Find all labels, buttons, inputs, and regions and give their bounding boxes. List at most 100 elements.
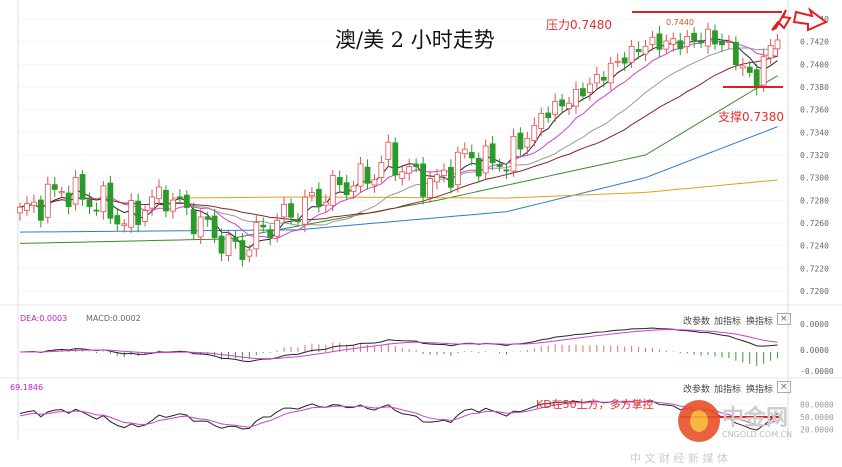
candle-body [260,224,267,228]
candle-body [496,164,503,168]
candle-body [447,166,454,188]
candle-body [760,56,767,86]
candle-body [204,216,211,220]
candle-body [621,57,628,64]
y-tick-label: 0.7260 [800,219,829,228]
candle-body [58,191,65,194]
candle-body [197,216,204,238]
candle-body [24,203,30,211]
macd-add-indicator-button[interactable]: 加指标 [714,317,742,327]
candle-body [190,209,197,235]
candle-body [774,39,781,50]
candle-body [378,161,385,178]
candle-body [107,182,114,219]
candle-body [538,113,545,129]
candle-body [302,196,308,225]
candle-body [607,62,614,84]
candle-body [482,145,489,174]
peak-label: 0.7440 [666,18,694,27]
watermark-site: CNGOLD.COM.CN [722,430,793,439]
kd-d-line [19,401,778,428]
macd-dif-line [19,327,778,363]
candle-body [72,177,79,205]
kd-annotation: KD在50上方，多方掌控 [536,398,654,411]
candle-body [732,41,739,66]
candle-body [246,249,253,257]
y-tick-label: 0.7420 [800,38,829,47]
candle-body [385,141,392,160]
candle-body [719,41,725,46]
kd-add-indicator-button[interactable]: 加指标 [714,385,742,395]
candle-body [315,188,322,206]
candle-body [705,28,711,47]
candle-body [79,174,86,200]
kd-y-tick-label: 80.0000 [800,400,834,409]
candle-body [176,196,183,199]
kd-switch-indicator-button[interactable]: 换指标 [746,385,774,395]
kd-k-line [19,400,778,431]
ma-line-ma250 [172,179,778,199]
candle-body [392,142,399,176]
candle-body [545,112,552,119]
candle-body [739,65,746,69]
candle-body [128,200,135,228]
ma-line-ma30 [19,55,778,221]
candle-body [649,36,656,45]
kd-y-tick-label: 50.0000 [800,413,834,422]
arrow-up-right-icon [771,9,792,31]
candle-body [295,219,301,223]
candle-body [51,184,58,190]
y-tick-label: 0.7220 [800,264,829,273]
chart-title: 澳/美 2 小时走势 [335,28,495,52]
candle-body [232,237,239,242]
candle-body [510,135,517,172]
candle-body [30,201,37,206]
candle-body [635,49,642,53]
candle-body [357,163,364,187]
candle-body [587,83,593,93]
macd-dea-line [19,329,778,360]
y-tick-label: 0.7320 [800,151,829,160]
candle-body [308,192,315,197]
candle-body [698,40,704,44]
candle-body [44,183,51,218]
resistance-label: 压力0.7480 [546,18,612,32]
y-tick-label: 0.7200 [800,287,829,296]
candle-body [371,179,378,186]
candle-body [642,45,649,55]
candle-body [434,174,440,183]
ma-line-ma20 [19,47,778,227]
y-tick-label: 0.7360 [800,106,829,115]
macd-edit-params-button[interactable]: 改参数 [683,317,711,327]
candle-body [267,229,274,238]
candle-body [322,201,329,206]
macd-dea-legend: DEA:0.0003 [20,314,68,323]
macd-switch-indicator-button[interactable]: 换指标 [746,317,774,327]
candle-body [183,194,190,208]
watermark-brand: 中金网 [722,406,789,431]
candle-body [726,41,732,43]
macd-value-legend: MACD:0.0002 [86,314,141,323]
candle-body [670,38,677,45]
macd-y-tick-label: 0.0000 [800,346,829,355]
candle-body [628,45,635,63]
candle-body [420,163,427,197]
candle-body [17,206,23,214]
candle-body [600,76,607,81]
candle-body [93,209,100,212]
kd-edit-params-button[interactable]: 改参数 [683,385,711,395]
candle-body [274,219,281,237]
candle-body [37,199,44,221]
candle-body [489,143,496,164]
macd-close-button[interactable]: × [777,313,791,325]
candle-body [156,186,162,200]
candle-body [169,199,176,212]
candle-body [65,192,72,208]
candle-body [218,235,225,254]
candle-body [593,74,600,84]
candle-body [663,40,670,50]
kd-close-button[interactable]: × [777,381,791,393]
candle-body [614,60,621,63]
